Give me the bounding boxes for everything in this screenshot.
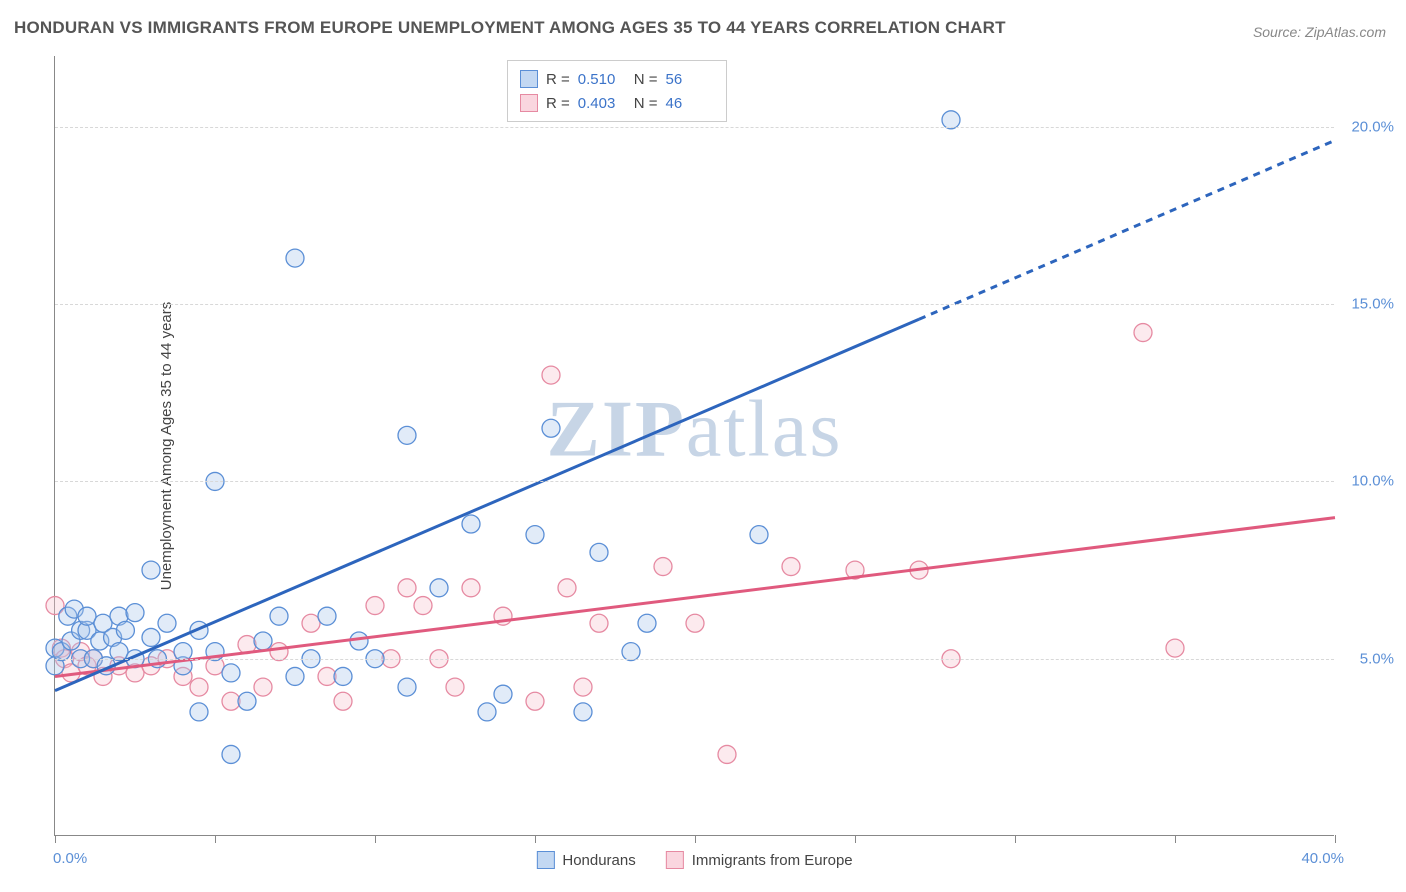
legend-item-europe: Immigrants from Europe bbox=[666, 851, 853, 869]
swatch-hondurans-top bbox=[520, 70, 538, 88]
x-axis-label-right: 40.0% bbox=[1301, 850, 1344, 867]
r-label-2: R = bbox=[546, 95, 570, 112]
stats-legend-top: R = 0.510 N = 56 R = 0.403 N = 46 bbox=[507, 60, 727, 122]
r-value-europe: 0.403 bbox=[578, 95, 626, 112]
n-value-europe: 46 bbox=[666, 95, 714, 112]
swatch-europe-top bbox=[520, 94, 538, 112]
n-value-hondurans: 56 bbox=[666, 71, 714, 88]
stats-row-europe: R = 0.403 N = 46 bbox=[520, 91, 714, 115]
y-tick-label: 5.0% bbox=[1360, 650, 1394, 667]
series-legend-bottom: Hondurans Immigrants from Europe bbox=[536, 851, 852, 869]
legend-label-europe: Immigrants from Europe bbox=[692, 852, 853, 869]
swatch-hondurans-bottom bbox=[536, 851, 554, 869]
y-tick-label: 15.0% bbox=[1351, 296, 1394, 313]
r-label: R = bbox=[546, 71, 570, 88]
scatter-svg bbox=[55, 56, 1334, 835]
chart-title: HONDURAN VS IMMIGRANTS FROM EUROPE UNEMP… bbox=[14, 18, 1006, 38]
plot-area: ZIPatlas R = 0.510 N = 56 R = 0.403 N = … bbox=[54, 56, 1334, 836]
y-tick-label: 20.0% bbox=[1351, 118, 1394, 135]
correlation-chart: HONDURAN VS IMMIGRANTS FROM EUROPE UNEMP… bbox=[0, 0, 1406, 892]
x-axis-label-left: 0.0% bbox=[53, 850, 87, 867]
stats-row-hondurans: R = 0.510 N = 56 bbox=[520, 67, 714, 91]
r-value-hondurans: 0.510 bbox=[578, 71, 626, 88]
n-label-2: N = bbox=[634, 95, 658, 112]
y-tick-label: 10.0% bbox=[1351, 473, 1394, 490]
legend-label-hondurans: Hondurans bbox=[562, 852, 635, 869]
source-label: Source: ZipAtlas.com bbox=[1253, 24, 1386, 40]
legend-item-hondurans: Hondurans bbox=[536, 851, 635, 869]
n-label: N = bbox=[634, 71, 658, 88]
swatch-europe-bottom bbox=[666, 851, 684, 869]
